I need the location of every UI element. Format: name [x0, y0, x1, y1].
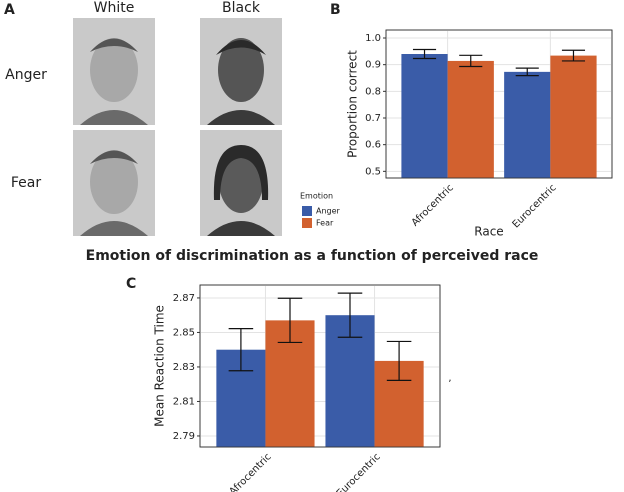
bar	[504, 71, 551, 178]
bar	[550, 55, 597, 178]
error-bar	[277, 297, 303, 344]
error-bar	[386, 340, 412, 382]
y-tick-label: 0.9	[365, 60, 381, 71]
y-tick-label: 2.83	[173, 362, 195, 373]
bar	[447, 60, 494, 178]
error-bar	[228, 328, 254, 372]
row-label: Fear	[11, 175, 41, 191]
y-tick-label: 1.0	[365, 33, 381, 44]
y-tick-label: 2.85	[173, 327, 195, 338]
plot-border	[199, 284, 441, 448]
error-bar	[561, 49, 586, 62]
y-tick-label: 2.81	[173, 396, 195, 407]
legend-label: Fear	[316, 219, 334, 228]
panel-label: C	[126, 276, 136, 292]
y-tick-label: 0.8	[365, 86, 381, 97]
y-tick-label: 0.5	[365, 166, 381, 177]
face-photos	[73, 18, 282, 236]
legend-swatch	[302, 206, 312, 216]
error-bar	[412, 48, 437, 60]
error-bar	[515, 67, 539, 77]
y-tick-label: 0.6	[365, 140, 381, 151]
error-bar	[459, 54, 483, 68]
y-tick-label: 2.79	[173, 431, 195, 442]
plot-border	[385, 29, 613, 179]
x-tick-label: Afrocentric	[410, 182, 456, 228]
figure-title: Emotion of discrimination as a function …	[86, 248, 539, 264]
x-axis-title: Race	[474, 225, 503, 239]
legend-swatch	[302, 218, 312, 228]
legend-label: Anger	[316, 207, 341, 216]
panel-label: B	[330, 2, 341, 18]
x-tick-label: Eurocentric	[511, 182, 559, 230]
column-label: White	[94, 0, 135, 16]
x-tick-label: Afrocentric	[228, 451, 274, 492]
column-label: Black	[222, 0, 261, 16]
legend-title: Emotion	[300, 192, 333, 201]
row-label: Anger	[5, 67, 47, 83]
x-tick-label: Eurocentric	[335, 451, 383, 492]
y-axis-title: Proportion correct	[346, 50, 360, 158]
y-tick-label: 2.87	[173, 293, 195, 304]
y-axis-title: Mean Reaction Time	[153, 305, 167, 427]
note: ,	[448, 373, 451, 384]
y-tick-label: 0.7	[365, 113, 381, 124]
bar	[401, 54, 448, 178]
error-bar	[337, 292, 363, 338]
panel-label: A	[4, 2, 15, 18]
